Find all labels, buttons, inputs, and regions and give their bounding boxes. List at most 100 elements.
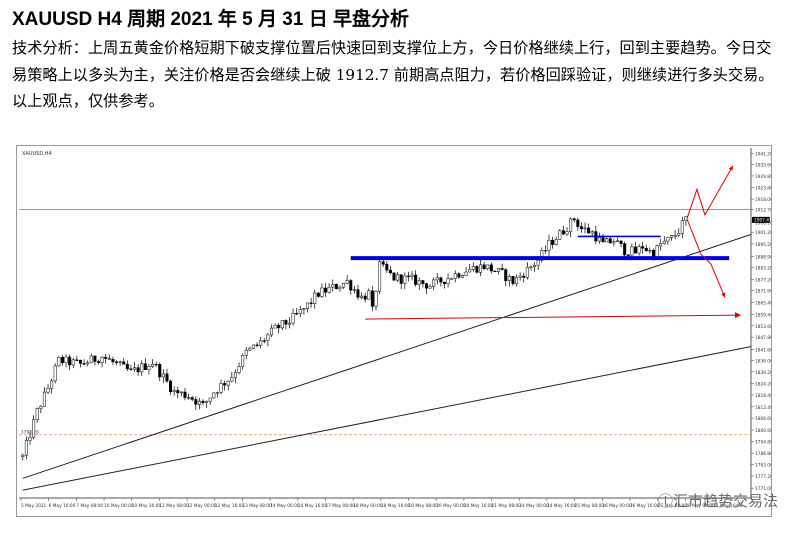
candle-body bbox=[104, 356, 108, 359]
x-tick-label: 7 May 08:00 bbox=[76, 503, 103, 509]
candle-body bbox=[349, 280, 353, 291]
candle-body bbox=[403, 275, 407, 284]
candle-body bbox=[497, 268, 501, 272]
x-tick-label: 17 May 08:00 bbox=[325, 503, 355, 509]
x-tick-label: 11 May 08:00 bbox=[159, 503, 189, 509]
candle-body bbox=[309, 302, 313, 304]
candle-body bbox=[255, 344, 259, 346]
candle-body bbox=[579, 226, 583, 230]
candle-body bbox=[601, 237, 605, 243]
candle-body bbox=[190, 397, 194, 400]
candle-body bbox=[396, 274, 400, 281]
candle-body bbox=[215, 392, 219, 394]
candle-body bbox=[64, 356, 68, 364]
candle-body bbox=[392, 272, 396, 281]
candle-body bbox=[183, 391, 187, 398]
candle-body bbox=[179, 391, 183, 394]
symbol-label: XAUUSD,H4 bbox=[22, 151, 52, 157]
candle-body bbox=[385, 264, 389, 271]
candle-body bbox=[28, 437, 32, 441]
candle-body bbox=[536, 259, 540, 266]
trendline bbox=[22, 346, 751, 491]
red-target-line bbox=[365, 314, 740, 320]
candle-body bbox=[111, 358, 115, 363]
y-tick-label: 1771.00 bbox=[755, 486, 771, 492]
candle-body bbox=[280, 320, 284, 329]
x-tick-label: 20 May 00:00 bbox=[436, 503, 466, 509]
candle-body bbox=[241, 355, 245, 367]
candle-body bbox=[291, 313, 295, 324]
candle-body bbox=[493, 270, 497, 273]
candle-body bbox=[507, 276, 511, 282]
candle-body bbox=[399, 274, 403, 284]
candle-body bbox=[486, 264, 490, 270]
y-tick-label: 1923.80 bbox=[755, 186, 771, 192]
y-tick-label: 1941.20 bbox=[755, 152, 771, 158]
candle-body bbox=[637, 246, 641, 254]
candle-body bbox=[554, 239, 558, 245]
disclaimer-paragraph: 以上观点，仅供参考。 bbox=[12, 92, 164, 110]
candle-body bbox=[342, 282, 346, 288]
candle-body bbox=[313, 292, 317, 304]
candle-body bbox=[450, 278, 454, 280]
candle-body bbox=[615, 240, 619, 242]
candle-body bbox=[446, 278, 450, 284]
y-tick-label: 1788.80 bbox=[755, 451, 771, 457]
candle-body bbox=[605, 238, 609, 243]
candle-body bbox=[320, 287, 324, 297]
bullish-scenario-arrow-head bbox=[728, 165, 733, 171]
candle-body bbox=[432, 279, 436, 287]
analysis-text: 技术分析：上周五黄金价格短期下破支撑位置后快速回到支撑位上方，今日价格继续上行，… bbox=[12, 35, 778, 115]
candle-body bbox=[435, 277, 439, 281]
x-tick-label: 25 May 08:00 bbox=[575, 503, 605, 509]
candle-body bbox=[518, 275, 522, 278]
candle-body bbox=[194, 399, 198, 405]
candle-body bbox=[46, 387, 50, 393]
candle-body bbox=[93, 355, 97, 362]
candle-body bbox=[226, 380, 230, 386]
y-tick-label: 1888.90 bbox=[755, 254, 771, 260]
candle-body bbox=[612, 241, 616, 244]
candle-body bbox=[147, 366, 151, 370]
candle-body bbox=[68, 356, 72, 366]
candle-body bbox=[251, 344, 255, 349]
candle-body bbox=[478, 264, 483, 273]
candle-body bbox=[529, 266, 533, 268]
candle-body bbox=[414, 274, 418, 285]
y-tick-label: 1901.20 bbox=[755, 230, 771, 236]
candle-body bbox=[53, 365, 57, 382]
candle-body bbox=[89, 355, 93, 364]
candle-body bbox=[75, 359, 79, 361]
candle-body bbox=[590, 231, 594, 234]
y-tick-label: 1830.20 bbox=[755, 370, 771, 376]
candle-body bbox=[352, 289, 356, 291]
candle-body bbox=[151, 363, 155, 367]
candle-body bbox=[381, 261, 385, 265]
y-tick-label: 1912.70 bbox=[755, 208, 771, 214]
candle-body bbox=[324, 287, 328, 293]
candle-body bbox=[223, 383, 227, 386]
candle-body bbox=[370, 290, 374, 307]
x-tick-label: 18 May 16:00 bbox=[381, 503, 411, 509]
y-tick-label: 1818.40 bbox=[755, 393, 771, 399]
candle-body bbox=[57, 356, 61, 367]
candle-body bbox=[60, 356, 64, 364]
candle-body bbox=[331, 284, 335, 288]
candle-body bbox=[515, 277, 519, 284]
candle-body bbox=[428, 286, 432, 289]
x-tick-label: 21 May 08:00 bbox=[492, 503, 522, 509]
y-tick-label: 1929.80 bbox=[755, 174, 771, 180]
bearish-scenario-arrow bbox=[686, 218, 726, 298]
x-tick-label: 28 May 16:00 bbox=[713, 503, 743, 509]
candle-body bbox=[623, 243, 627, 256]
y-tick-label: 1777.20 bbox=[755, 474, 771, 480]
candle-body bbox=[269, 327, 273, 336]
candle-body bbox=[504, 269, 508, 282]
current-price-label: 1907.45 bbox=[754, 217, 771, 223]
candle-body bbox=[648, 250, 652, 252]
candle-body bbox=[118, 361, 122, 363]
x-tick-label: 12 May 00:00 bbox=[187, 503, 217, 509]
candle-body bbox=[511, 276, 515, 284]
candle-body bbox=[205, 400, 209, 403]
candles bbox=[21, 216, 688, 461]
